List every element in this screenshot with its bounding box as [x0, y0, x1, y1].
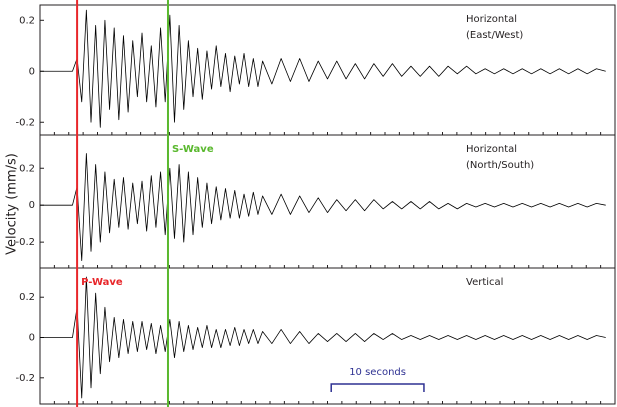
- y-tick-label: 0.2: [19, 292, 35, 303]
- waveform: [40, 276, 606, 399]
- y-tick-label: 0: [29, 66, 35, 77]
- waveform: [40, 153, 606, 262]
- panel-label: Horizontal: [466, 144, 517, 155]
- panel-label: (East/West): [466, 30, 523, 41]
- phase-label: S-Wave: [172, 144, 214, 155]
- y-tick-label: 0: [29, 333, 35, 344]
- panel-label: Horizontal: [466, 14, 517, 25]
- phase-label: P-Wave: [81, 277, 123, 288]
- y-tick-label: 0: [29, 200, 35, 211]
- panel-frame: [39, 4, 616, 136]
- y-tick-label: -0.2: [15, 237, 35, 248]
- panel-frame: [39, 267, 616, 405]
- y-tick-label: -0.2: [15, 117, 35, 128]
- y-tick-label: 0.2: [19, 15, 35, 26]
- y-tick-label: 0.2: [19, 163, 35, 174]
- scale-bar-label: 10 seconds: [349, 367, 406, 378]
- panel-label: Vertical: [466, 277, 503, 288]
- scale-bar: [330, 383, 425, 392]
- y-tick-label: -0.2: [15, 373, 35, 384]
- y-axis-label: Velocity (mm/s): [5, 153, 20, 255]
- panel-frame: [39, 134, 616, 269]
- panel-label: (North/South): [466, 160, 534, 171]
- waveform: [40, 9, 606, 128]
